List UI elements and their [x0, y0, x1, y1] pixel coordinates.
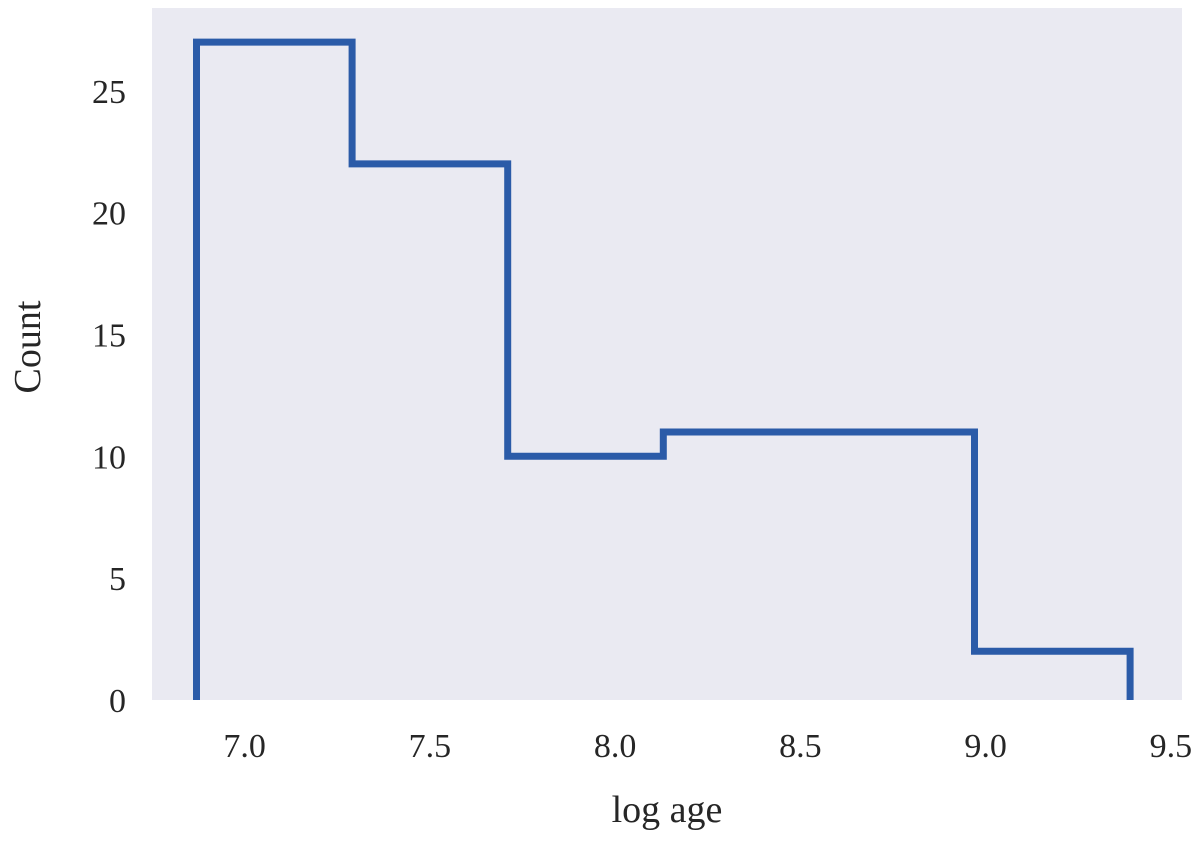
y-tick-label: 15	[92, 318, 126, 355]
y-axis-label: Count	[7, 300, 49, 393]
x-axis-label: log age	[612, 789, 723, 831]
x-tick-label: 7.0	[223, 728, 266, 765]
x-axis-tick-labels: 7.0 7.5 8.0 8.5 9.0 9.5	[223, 728, 1192, 765]
x-tick-label: 9.0	[964, 728, 1007, 765]
y-tick-label: 20	[92, 196, 126, 233]
y-tick-label: 0	[109, 683, 126, 720]
y-tick-label: 10	[92, 439, 126, 476]
x-tick-label: 9.5	[1150, 728, 1193, 765]
x-tick-label: 8.5	[779, 728, 822, 765]
plot-area-background	[152, 8, 1182, 700]
y-tick-label: 25	[92, 74, 126, 111]
x-tick-label: 8.0	[594, 728, 637, 765]
x-tick-label: 7.5	[409, 728, 452, 765]
y-tick-label: 5	[109, 561, 126, 598]
histogram-step-line	[193, 38, 1134, 700]
y-axis-tick-labels: 0 5 10 15 20 25	[92, 74, 126, 720]
